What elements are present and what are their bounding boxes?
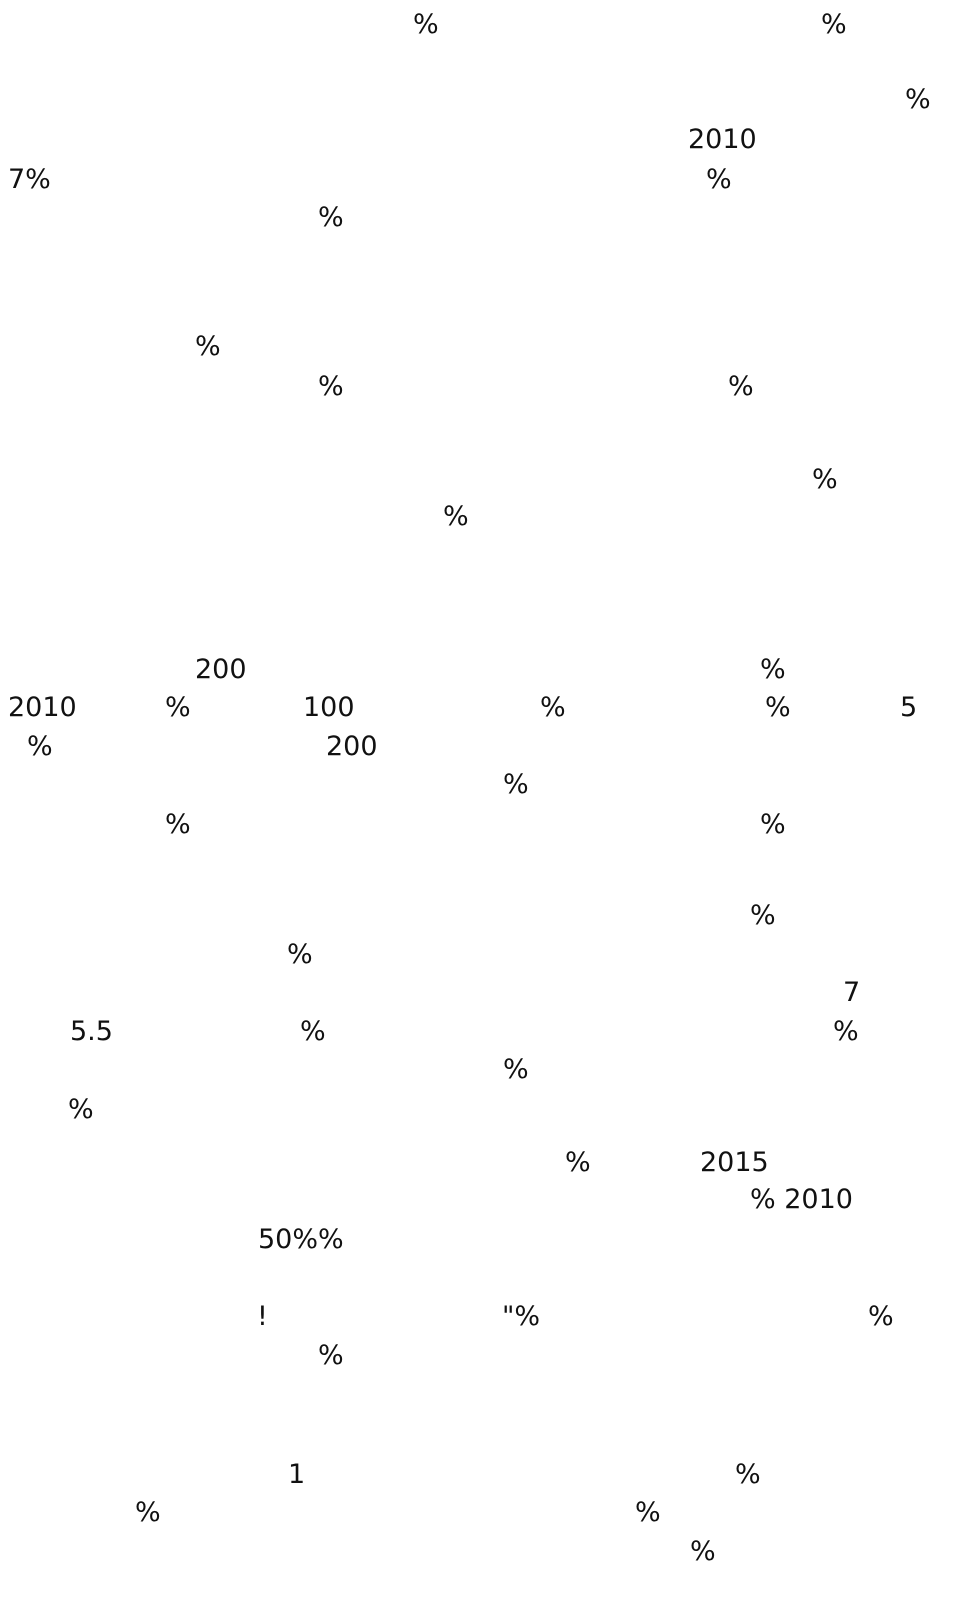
text-fragment: % (318, 1340, 344, 1371)
text-fragment: 7 (843, 977, 861, 1008)
text-fragment: 2010 (8, 692, 77, 723)
text-fragment: "% (502, 1301, 541, 1332)
text-fragment: % (443, 501, 469, 532)
text-fragment: % (287, 939, 313, 970)
text-fragment: 2015 (700, 1147, 769, 1178)
text-fragment: % (540, 692, 566, 723)
text-fragment: % (135, 1497, 161, 1528)
text-fragment: % (765, 692, 791, 723)
text-fragment: % (833, 1016, 859, 1047)
text-fragment: % (503, 769, 529, 800)
text-fragment: % (735, 1459, 761, 1490)
text-fragment: % (728, 371, 754, 402)
text-fragment: % (68, 1094, 94, 1125)
text-fragment: % (760, 809, 786, 840)
text-fragment: % (27, 731, 53, 762)
text-fragment: % (565, 1147, 591, 1178)
text-fragment: % (165, 692, 191, 723)
text-fragment: 5.5 (70, 1016, 113, 1047)
text-fragment: % (413, 9, 439, 40)
text-fragment: 1 (288, 1459, 306, 1490)
text-fragment: % (503, 1054, 529, 1085)
text-fragment: 50%% (258, 1224, 344, 1255)
text-fragment: % 2010 (750, 1184, 853, 1215)
text-fragment: 5 (900, 692, 918, 723)
text-fragment: % (760, 654, 786, 685)
text-fragment: % (318, 371, 344, 402)
text-fragment: % (635, 1497, 661, 1528)
text-fragment: 2010 (688, 124, 757, 155)
text-fragment: % (165, 809, 191, 840)
text-fragment: % (195, 331, 221, 362)
text-fragment: 100 (303, 692, 355, 723)
text-fragment: % (750, 900, 776, 931)
text-fragment: % (690, 1536, 716, 1567)
text-fragment: % (706, 164, 732, 195)
text-fragment: 200 (326, 731, 378, 762)
text-fragment: 200 (195, 654, 247, 685)
text-fragment: ! (257, 1301, 268, 1332)
text-fragment: % (300, 1016, 326, 1047)
text-fragment: % (812, 464, 838, 495)
text-fragment: % (868, 1301, 894, 1332)
text-fragment: % (821, 9, 847, 40)
text-fragment: % (318, 202, 344, 233)
text-fragment: 7% (8, 164, 51, 195)
text-fragment: % (905, 84, 931, 115)
